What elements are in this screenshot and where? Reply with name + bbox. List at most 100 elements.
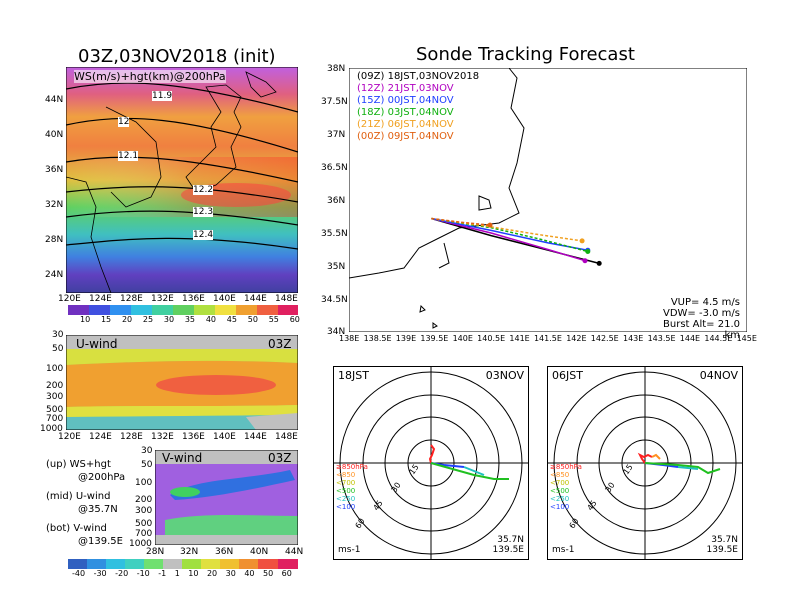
vwind-p-tick: 300 (135, 506, 153, 516)
legend-time: 21JST,03NOV (387, 83, 454, 94)
uwind-lon-tick: 120E (58, 432, 81, 442)
island-outline (478, 195, 492, 211)
hodo-date: 04NOV (699, 369, 738, 382)
track-lon-tick: 141E (509, 334, 530, 343)
legend-code: (18Z) (357, 107, 385, 118)
map-lon-tick: 124E (89, 294, 112, 304)
tracking-legend: (09Z) 18JST,03NOV2018 (12Z) 21JST,03NOV … (357, 71, 480, 143)
ws-cb-label: 35 (184, 315, 196, 324)
uwind-p-tick: 700 (46, 414, 64, 424)
track-lon-tick: 139.5E (420, 334, 449, 343)
hodo-level: <700 (336, 479, 356, 487)
legend-entry-21z: (21Z) 06JST,04NOV (357, 119, 479, 131)
ws-cb-label: 45 (226, 315, 237, 324)
contour-label-1: 11.9 (152, 91, 173, 101)
vwind-p-tick: 700 (135, 529, 153, 539)
legend-up: (up) WS+hgt (46, 459, 111, 470)
japan-coast (185, 84, 242, 193)
vwind-lat-tick: 36N (215, 547, 234, 557)
ws-cb-label: 50 (247, 315, 258, 324)
track-line (431, 217, 491, 226)
map-lat-tick: 28N (45, 235, 64, 245)
hodograph-svg-2 (548, 367, 742, 559)
wind-cb-label: 30 (225, 569, 236, 578)
track-line (431, 217, 583, 242)
vwind-time: 03Z (268, 451, 292, 465)
hodo-level: <500 (550, 487, 570, 495)
map-lat-tick: 44N (45, 95, 64, 105)
track-lon-tick: 139E (395, 334, 417, 343)
wind-cb-label: 1 (174, 569, 180, 578)
legend-time: 03JST,04NOV (387, 107, 454, 118)
track-lon-ticks: 138E 138.5E 139E 139.5E 140E 140.5E 141E… (339, 334, 757, 343)
hodo-level-legend: ≥850hPa <850 <700 <500 <250 <100 (550, 463, 582, 511)
uwind-lon-tick: 148E (275, 432, 298, 442)
burst-point (579, 238, 585, 244)
legend-time: 06JST,04NOV (387, 119, 454, 130)
map-lat-tick: 24N (45, 270, 64, 280)
hodo-level: ≥850hPa (336, 463, 368, 471)
legend-code: (12Z) (357, 83, 385, 94)
burst-point (582, 258, 588, 264)
uwind-p-tick: 50 (52, 344, 64, 354)
legend-entry-00z: (00Z) 09JST,04NOV (357, 131, 479, 143)
legend-time: 09JST,04NOV (387, 131, 454, 142)
uwind-p-tick: 500 (46, 405, 64, 415)
vup-text: VUP= 4.5 m/s (670, 297, 740, 308)
track-lat-tick: 37.5N (321, 97, 348, 107)
hodo-lat: 35.7N (497, 535, 524, 545)
track-lon-tick: 138E (339, 334, 360, 343)
burst-point (487, 222, 493, 228)
wind-cb-label: -20 (115, 569, 129, 578)
track-lon-tick: 145E (736, 334, 757, 343)
wind-colorbar-labels: -40 -30 -20 -10 -1 1 10 20 30 40 50 60 (72, 569, 292, 578)
map-lat-tick: 36N (45, 165, 64, 175)
hodo-level-legend: ≥850hPa <850 <700 <500 <250 <100 (336, 463, 368, 511)
hodo-lat: 35.7N (711, 535, 738, 545)
track-line (431, 217, 588, 251)
track-lat-tick: 34.5N (321, 295, 348, 305)
vwind-lat-tick: 32N (180, 547, 199, 557)
track-lat-tick: 37N (327, 130, 346, 140)
ws-map-label: WS(m/s)+hgt(km)@200hPa (74, 70, 226, 83)
wind-cb-label: 20 (206, 569, 218, 578)
contour-label-2: 12 (118, 117, 130, 127)
uwind-lon-tick: 128E (120, 432, 143, 442)
burst-point (585, 249, 591, 254)
uwind-p-tick: 1000 (40, 424, 63, 434)
hodo-level: <850 (336, 471, 356, 479)
wind-cb-label: 50 (262, 569, 274, 578)
vwind-lat-tick: 44N (285, 547, 304, 557)
legend-entry-15z: (15Z) 00JST,04NOV (357, 95, 479, 107)
legend-entry-18z: (18Z) 03JST,04NOV (357, 107, 479, 119)
map-lat-tick: 40N (45, 130, 64, 140)
hodo-level: <850 (550, 471, 570, 479)
hodo-lon: 139.5E (706, 545, 738, 555)
legend-code: (00Z) (357, 131, 385, 142)
uwind-label: U-wind (76, 337, 118, 351)
wind-cb-label: 10 (188, 569, 199, 578)
track-line (431, 217, 586, 262)
wind-cb-label: -30 (93, 569, 107, 578)
uwind-lon-tick: 144E (244, 432, 267, 442)
track-lon-tick: 140.5E (477, 334, 506, 343)
track-lon-tick: 143.5E (647, 334, 676, 343)
honshu-coast (349, 68, 525, 279)
hodo-level: <100 (336, 503, 356, 511)
contour-label-5: 12.3 (193, 207, 214, 217)
wind-cb-label: -40 (72, 569, 86, 578)
hodograph-svg-1 (334, 367, 528, 559)
tracking-info: VUP= 4.5 m/s VDW= -3.0 m/s Burst Alt= 21… (646, 297, 740, 341)
ws-colorbar (68, 305, 298, 315)
wind-colorbar (68, 559, 298, 569)
korea-coast (105, 106, 162, 208)
hodo-units: ms-1 (338, 545, 361, 555)
uwind-panel (66, 335, 298, 430)
hodo-units: ms-1 (552, 545, 575, 555)
ws-cb-label: 30 (163, 315, 175, 324)
track-lon-tick: 142E (566, 334, 587, 343)
hodo-level: <700 (550, 479, 570, 487)
hodo-level: <250 (550, 495, 570, 503)
track-lat-tick: 36.5N (321, 163, 348, 173)
hodo-date: 03NOV (485, 369, 524, 382)
